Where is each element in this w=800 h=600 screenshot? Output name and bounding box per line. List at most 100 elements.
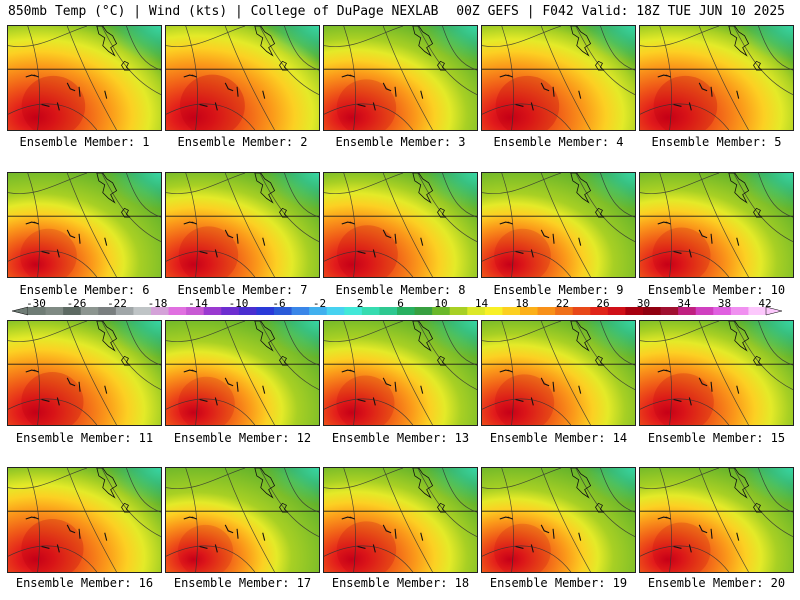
colorbar-segment <box>98 307 117 315</box>
colorbar-tick-label: 42 <box>758 297 772 310</box>
ensemble-member-label: Ensemble Member: 10 <box>647 283 786 297</box>
colorbar-segment <box>326 307 345 315</box>
ensemble-member-label: Ensemble Member: 19 <box>489 576 628 590</box>
colorbar-segment <box>168 307 187 315</box>
colorbar-tick-label: 2 <box>356 297 364 310</box>
colorbar-segment <box>379 307 398 315</box>
colorbar-segment <box>80 307 99 315</box>
colorbar-segment <box>361 307 380 315</box>
ensemble-member-label: Ensemble Member: 20 <box>647 576 786 590</box>
colorbar-segment <box>274 307 293 315</box>
colorbar-segment <box>643 307 662 315</box>
colorbar-segment <box>291 307 310 315</box>
colorbar-segment <box>695 307 714 315</box>
ensemble-member-map <box>7 320 162 426</box>
ensemble-member-label: Ensemble Member: 16 <box>15 576 154 590</box>
ensemble-member-map <box>323 172 478 278</box>
colorbar-segment <box>115 307 134 315</box>
ensemble-member-map <box>165 172 320 278</box>
ensemble-member-map <box>639 25 794 131</box>
colorbar-segment <box>555 307 574 315</box>
colorbar-tick-label: 26 <box>596 297 610 310</box>
colorbar-segment <box>572 307 591 315</box>
colorbar-segment <box>28 307 47 315</box>
ensemble-member-label: Ensemble Member: 15 <box>647 431 786 445</box>
colorbar-segment <box>133 307 152 315</box>
colorbar-tick-label: -2 <box>312 297 327 310</box>
ensemble-member-label: Ensemble Member: 5 <box>651 135 782 149</box>
ensemble-member-map <box>481 172 636 278</box>
colorbar-tick-label: 14 <box>474 297 489 310</box>
map-title: 850mb Temp (°C) | Wind (kts) | College o… <box>8 4 439 19</box>
ensemble-member-label: Ensemble Member: 1 <box>19 135 150 149</box>
colorbar-segment <box>309 307 328 315</box>
ensemble-member-map <box>323 25 478 131</box>
colorbar <box>11 306 783 316</box>
ensemble-member-map <box>7 172 162 278</box>
colorbar-tick-label: -26 <box>66 297 87 310</box>
colorbar-segment <box>678 307 697 315</box>
colorbar-tick-label: 10 <box>434 297 448 310</box>
colorbar-segment <box>467 307 486 315</box>
colorbar-segment <box>730 307 749 315</box>
ensemble-member-label: Ensemble Member: 6 <box>19 283 150 297</box>
ensemble-member-label: Ensemble Member: 12 <box>173 431 312 445</box>
valid-time: 00Z GEFS | F042 Valid: 18Z TUE JUN 10 20… <box>456 4 785 19</box>
colorbar-segment <box>186 307 205 315</box>
ensemble-member-map <box>639 467 794 573</box>
ensemble-member-label: Ensemble Member: 9 <box>493 283 624 297</box>
ensemble-member-map <box>7 25 162 131</box>
colorbar-segment <box>203 307 222 315</box>
ensemble-member-label: Ensemble Member: 7 <box>177 283 308 297</box>
colorbar-segment <box>397 307 416 315</box>
colorbar-segment <box>625 307 644 315</box>
colorbar-segment <box>520 307 539 315</box>
ensemble-member-map <box>481 467 636 573</box>
ensemble-member-label: Ensemble Member: 14 <box>489 431 628 445</box>
colorbar-segment <box>432 307 451 315</box>
colorbar-segment <box>502 307 521 315</box>
ensemble-member-label: Ensemble Member: 2 <box>177 135 308 149</box>
ensemble-member-label: Ensemble Member: 11 <box>15 431 154 445</box>
ensemble-member-label: Ensemble Member: 18 <box>331 576 470 590</box>
ensemble-member-map <box>165 25 320 131</box>
colorbar-segment <box>63 307 82 315</box>
colorbar-segment <box>660 307 679 315</box>
colorbar-tick-label: -22 <box>107 297 127 310</box>
colorbar-tick-label: -10 <box>228 297 249 310</box>
colorbar-segment <box>344 307 363 315</box>
colorbar-segment <box>256 307 275 315</box>
colorbar-segment <box>45 307 64 315</box>
colorbar-segment <box>537 307 556 315</box>
colorbar-tick-label: 22 <box>555 297 570 310</box>
colorbar-right-arrow <box>765 306 783 316</box>
colorbar-segment <box>713 307 732 315</box>
colorbar-tick-label: -6 <box>272 297 286 310</box>
colorbar-tick-label: -30 <box>26 297 46 310</box>
colorbar-segment <box>748 307 767 315</box>
colorbar-segment <box>238 307 257 315</box>
colorbar-tick-label: 30 <box>636 297 651 310</box>
ensemble-member-label: Ensemble Member: 3 <box>335 135 466 149</box>
colorbar-tick-label: -18 <box>147 297 168 310</box>
ensemble-member-map <box>481 320 636 426</box>
ensemble-member-label: Ensemble Member: 17 <box>173 576 312 590</box>
colorbar-segment <box>151 307 170 315</box>
ensemble-member-map <box>639 320 794 426</box>
ensemble-member-map <box>481 25 636 131</box>
colorbar-segment <box>449 307 468 315</box>
colorbar-tick-label: 18 <box>515 297 529 310</box>
ensemble-member-map <box>165 320 320 426</box>
ensemble-member-map <box>165 467 320 573</box>
colorbar-segment <box>221 307 240 315</box>
ensemble-member-label: Ensemble Member: 13 <box>331 431 470 445</box>
colorbar-tick-label: 38 <box>717 297 732 310</box>
ensemble-member-label: Ensemble Member: 4 <box>493 135 624 149</box>
colorbar-tick-label: 34 <box>677 297 691 310</box>
colorbar-segment <box>484 307 503 315</box>
ensemble-member-map <box>323 467 478 573</box>
colorbar-tick-label: 6 <box>397 297 404 310</box>
ensemble-member-label: Ensemble Member: 8 <box>335 283 466 297</box>
ensemble-member-map <box>7 467 162 573</box>
ensemble-member-map <box>323 320 478 426</box>
